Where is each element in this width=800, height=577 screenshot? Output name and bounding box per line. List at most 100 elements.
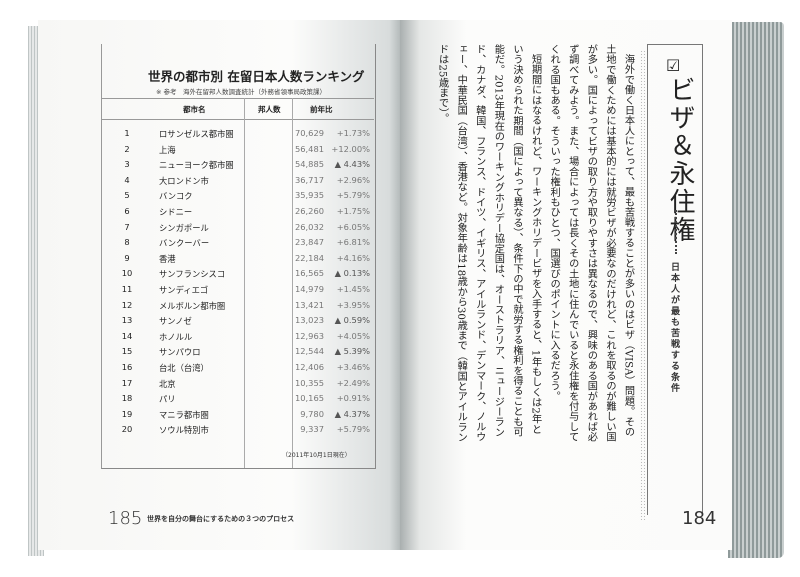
city-cell: シンガポール — [159, 222, 209, 233]
table-row: 1 ロサンゼルス都市圏 70,629 +1.73% — [101, 128, 374, 143]
table-row: 7 シンガポール 26,032 +6.05% — [101, 222, 374, 237]
change-cell: ▲ 0.59% — [334, 315, 370, 326]
rank-cell: 19 — [121, 408, 133, 419]
table-row: 6 シドニー 26,260 +1.75% — [101, 206, 374, 221]
rank-cell: 13 — [121, 315, 133, 326]
city-cell: サンパウロ — [159, 347, 201, 358]
change-cell: +6.05% — [336, 221, 370, 232]
right-page — [400, 20, 732, 550]
header-city: 都市名 — [183, 105, 206, 114]
change-cell: +12.00% — [331, 143, 370, 154]
change-cell: +5.79% — [336, 190, 370, 201]
table-row: 4 大ロンドン市 36,717 +2.96% — [101, 175, 374, 190]
change-cell: +3.46% — [336, 362, 370, 372]
table-row: 3 ニューヨーク都市圏 54,885 ▲ 4.43% — [101, 159, 374, 174]
table-title: 世界の都市別 在留日本人数ランキング — [148, 69, 365, 84]
rank-cell: 17 — [121, 377, 133, 388]
city-cell: サンフランシスコ — [159, 269, 226, 280]
rank-cell: 9 — [124, 252, 130, 263]
left-page — [38, 20, 400, 550]
count-cell: 13,023 — [294, 315, 324, 326]
running-head: 世界を自分の舞台にするための３つのプロセス — [147, 515, 295, 523]
rank-cell: 7 — [124, 221, 130, 232]
count-cell: 56,481 — [294, 143, 324, 154]
change-cell: ▲ 5.39% — [334, 346, 370, 357]
paragraph: 海外で働く日本人にとって、最も苦戦することが多いのはビザ（VISA）問題。その土… — [548, 44, 634, 442]
change-cell: +3.95% — [336, 299, 370, 310]
change-cell: +6.81% — [336, 237, 370, 248]
city-cell: ロサンゼルス都市圏 — [159, 129, 234, 139]
paragraph: 短期間にはなるけれど、ワーキングホリデービザを入手すると、1年もしくは2年という… — [436, 44, 541, 443]
table-row: 17 北京 10,355 +2.49% — [101, 378, 374, 393]
checkbox-checked-icon: ☑ — [666, 56, 681, 75]
change-cell: ▲ 4.37% — [334, 408, 370, 419]
rank-cell: 1 — [124, 128, 130, 138]
table-row: 12 メルボルン都市圏 13,421 +3.95% — [101, 300, 374, 315]
city-cell: 台北（台湾） — [159, 363, 209, 373]
city-cell: バンクーバー — [159, 238, 210, 249]
count-cell: 10,165 — [294, 393, 324, 404]
rank-cell: 16 — [121, 362, 133, 372]
count-cell: 12,544 — [294, 346, 324, 357]
table-row: 20 ソウル特別市 9,337 +5.79% — [101, 424, 374, 439]
column-divider — [292, 98, 293, 468]
count-cell: 22,184 — [294, 252, 324, 263]
table-row: 9 香港 22,184 +4.16% — [101, 253, 374, 268]
section-title: ビザ＆永住権 — [665, 76, 695, 244]
rank-cell: 8 — [124, 237, 130, 248]
table-divider — [101, 98, 374, 99]
count-cell: 36,717 — [294, 174, 324, 185]
city-cell: マニラ都市圏 — [159, 409, 209, 420]
change-cell: +2.96% — [336, 174, 370, 185]
title-box — [647, 44, 703, 515]
city-cell: メルボルン都市圏 — [159, 300, 226, 311]
table-row: 15 サンパウロ 12,544 ▲ 5.39% — [101, 346, 374, 361]
table-row: 11 サンディエゴ 14,979 +1.45% — [101, 284, 374, 299]
table-row: 14 ホノルル 12,963 +4.05% — [101, 331, 374, 346]
rank-cell: 14 — [121, 330, 133, 341]
body-text: 海外で働く日本人にとって、最も苦戦することが多いのはビザ（VISA）問題。その土… — [432, 44, 637, 444]
rank-cell: 15 — [121, 346, 133, 357]
count-cell: 26,260 — [294, 206, 324, 216]
change-cell: +5.79% — [336, 424, 370, 435]
count-cell: 12,963 — [294, 330, 324, 341]
city-cell: バンコク — [159, 191, 193, 202]
change-cell: +2.49% — [336, 377, 370, 388]
rank-cell: 10 — [121, 268, 133, 279]
rank-cell: 18 — [121, 393, 133, 404]
table-header-divider — [101, 119, 374, 120]
section-subtitle: 日本人が最も苦戦する条件 — [669, 262, 679, 394]
city-cell: 香港 — [159, 253, 176, 264]
table-row: 5 バンコク 35,935 +5.79% — [101, 190, 374, 205]
count-cell: 9,780 — [300, 408, 324, 419]
city-cell: ホノルル — [159, 331, 193, 342]
change-cell: ▲ 4.43% — [334, 159, 370, 170]
change-cell: +1.73% — [336, 128, 370, 138]
dotted-divider — [675, 210, 677, 254]
rank-cell: 2 — [124, 143, 130, 154]
rank-cell: 11 — [121, 284, 133, 294]
table-row: 13 サンノゼ 13,023 ▲ 0.59% — [101, 315, 374, 330]
dotted-border — [640, 50, 646, 520]
change-cell: +1.75% — [336, 206, 370, 216]
rank-cell: 3 — [124, 159, 130, 170]
ranking-table-frame — [101, 44, 376, 469]
count-cell: 35,935 — [294, 190, 324, 201]
city-cell: サンノゼ — [159, 316, 192, 327]
rank-cell: 6 — [124, 206, 130, 216]
change-cell: +4.05% — [336, 330, 370, 341]
city-cell: 大ロンドン市 — [159, 175, 209, 186]
city-cell: パリ — [159, 394, 176, 405]
count-cell: 9,337 — [300, 424, 324, 435]
rank-cell: 5 — [124, 190, 130, 201]
rank-cell: 12 — [121, 299, 133, 310]
count-cell: 16,565 — [294, 268, 324, 279]
table-row: 16 台北（台湾） 12,406 +3.46% — [101, 362, 374, 377]
table-row: 8 バンクーバー 23,847 +6.81% — [101, 237, 374, 252]
rank-cell: 20 — [121, 424, 133, 435]
city-cell: 北京 — [159, 378, 176, 389]
header-count: 邦人数 — [258, 105, 281, 114]
count-cell: 10,355 — [294, 377, 324, 388]
change-cell: ▲ 0.13% — [334, 268, 370, 279]
table-source: ※ 参考 海外在留邦人数調査統計（外務省領事局政策課） — [156, 88, 327, 96]
